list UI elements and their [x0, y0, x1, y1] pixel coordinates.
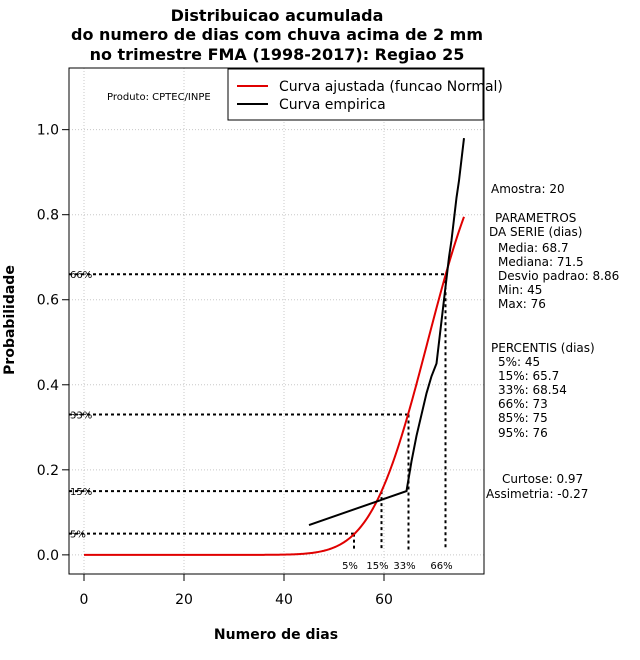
param-desvio: Desvio padrao: 8.86	[498, 269, 619, 283]
percentil-66: 66%: 73	[498, 397, 548, 411]
param-media: Media: 68.7	[498, 241, 569, 255]
marker-x-label-0: 5%	[342, 561, 358, 572]
x-tick-label-3: 60	[375, 592, 393, 608]
marker-x-label-1: 15%	[366, 561, 388, 572]
marker-prob-label-0: 5%	[70, 530, 86, 541]
legend-box	[227, 68, 484, 121]
y-tick-label-3: 0.6	[37, 293, 59, 309]
marker-prob-label-2: 33%	[70, 411, 92, 422]
params-title-2: DA SERIE (dias)	[489, 225, 582, 239]
series-line-1	[308, 138, 465, 527]
marker-x-label-3: 66%	[430, 561, 452, 572]
percentis-title: PERCENTIS (dias)	[491, 341, 595, 355]
percentil-33: 33%: 68.54	[498, 383, 567, 397]
percentil-5: 5%: 45	[498, 355, 540, 369]
y-tick-label-2: 0.4	[37, 378, 59, 394]
credit-text: Produto: CPTEC/INPE	[107, 92, 211, 103]
grid-lines	[69, 68, 484, 574]
marker-prob-label-1: 15%	[70, 487, 92, 498]
percentil-15: 15%: 65.7	[498, 369, 559, 383]
param-mediana: Mediana: 71.5	[498, 255, 584, 269]
percentil-95: 95%: 76	[498, 426, 548, 440]
series-lines	[84, 138, 465, 556]
side-panel: Amostra: 20 PARAMETROS DA SERIE (dias) M…	[486, 182, 619, 501]
percentil-85: 85%: 75	[498, 411, 548, 425]
legend: Curva ajustada (funcao Normal) Curva emp…	[227, 68, 503, 121]
param-min: Min: 45	[498, 283, 542, 297]
y-tick-label-1: 0.2	[37, 463, 59, 479]
legend-label-ajustada: Curva ajustada (funcao Normal)	[279, 79, 503, 95]
y-tick-label-0: 0.0	[37, 548, 59, 564]
params-title-1: PARAMETROS	[495, 211, 576, 225]
marker-prob-label-3: 66%	[70, 270, 92, 281]
x-tick-label-2: 40	[275, 592, 293, 608]
series-line-0	[84, 216, 465, 556]
assimetria: Assimetria: -0.27	[486, 487, 588, 501]
param-max: Max: 76	[498, 297, 546, 311]
percentile-markers: 5% 5% 15% 15% 33% 33% 66% 66%	[69, 270, 453, 572]
sample-size: Amostra: 20	[491, 182, 565, 196]
chart-title-line-3: no trimestre FMA (1998-2017): Regiao 25	[90, 45, 465, 64]
y-axis-label: Probabilidade	[2, 265, 18, 375]
x-axis-label: Numero de dias	[214, 627, 338, 643]
plot-frame	[68, 67, 485, 575]
y-tick-label-4: 0.8	[37, 208, 59, 224]
x-tick-label-1: 20	[175, 592, 193, 608]
legend-label-empirica: Curva empirica	[279, 97, 386, 113]
x-tick-label-0: 0	[80, 592, 89, 608]
axis-ticks: 0 20 40 60 0.0 0.2 0.4 0.6 0.8 1.0	[37, 123, 393, 608]
curtose: Curtose: 0.97	[502, 472, 583, 486]
marker-x-label-2: 33%	[393, 561, 415, 572]
chart-title-line-2: do numero de dias com chuva acima de 2 m…	[71, 25, 483, 44]
chart-title-line-1: Distribuicao acumulada	[171, 6, 384, 25]
y-tick-label-5: 1.0	[37, 123, 59, 139]
